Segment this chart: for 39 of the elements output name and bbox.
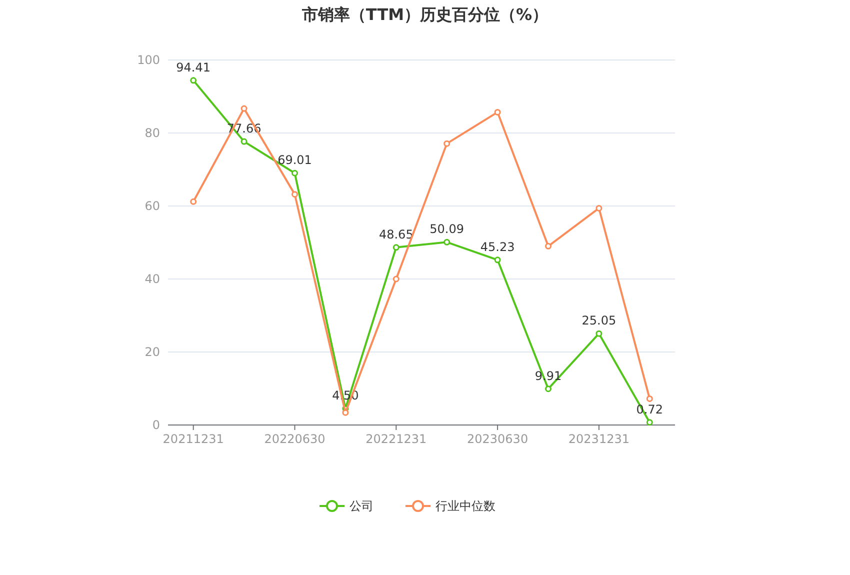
point bbox=[292, 191, 298, 198]
legend-label: 行业中位数 bbox=[436, 499, 496, 513]
data-label: 45.23 bbox=[480, 240, 515, 254]
data-label: 69.01 bbox=[278, 153, 312, 168]
x-tick-label: 20221231 bbox=[366, 432, 427, 446]
chart-title: 市销率（TTM）历史百分位（%） bbox=[300, 5, 548, 24]
point bbox=[342, 409, 349, 416]
point bbox=[392, 244, 400, 251]
y-tick-label: 60 bbox=[144, 199, 160, 213]
y-tick-label: 100 bbox=[137, 53, 160, 67]
legend-label: 公司 bbox=[350, 499, 374, 513]
point bbox=[292, 170, 298, 176]
data-label: 50.09 bbox=[430, 222, 464, 236]
point bbox=[190, 77, 197, 84]
point bbox=[240, 105, 248, 112]
point bbox=[545, 386, 552, 392]
point bbox=[444, 238, 450, 246]
point bbox=[444, 140, 450, 147]
y-tick-label: 40 bbox=[144, 272, 160, 286]
point bbox=[240, 138, 248, 145]
data-label: 25.05 bbox=[582, 314, 616, 328]
point bbox=[494, 108, 501, 116]
point bbox=[494, 256, 501, 264]
x-tick-label: 20211231 bbox=[162, 432, 224, 446]
point bbox=[596, 204, 602, 212]
point bbox=[190, 198, 197, 205]
point bbox=[392, 276, 400, 282]
data-label: 48.65 bbox=[378, 227, 414, 242]
point bbox=[596, 330, 602, 337]
point bbox=[646, 395, 653, 402]
data-label: 94.41 bbox=[176, 60, 211, 74]
y-tick-label: 0 bbox=[152, 418, 160, 432]
point bbox=[646, 419, 653, 426]
point bbox=[545, 242, 552, 250]
y-tick-label: 80 bbox=[144, 126, 160, 140]
x-tick-label: 20220630 bbox=[264, 432, 326, 446]
y-tick-label: 20 bbox=[144, 345, 160, 359]
x-tick-label: 20231231 bbox=[568, 432, 630, 446]
x-tick-label: 20230630 bbox=[467, 432, 528, 446]
